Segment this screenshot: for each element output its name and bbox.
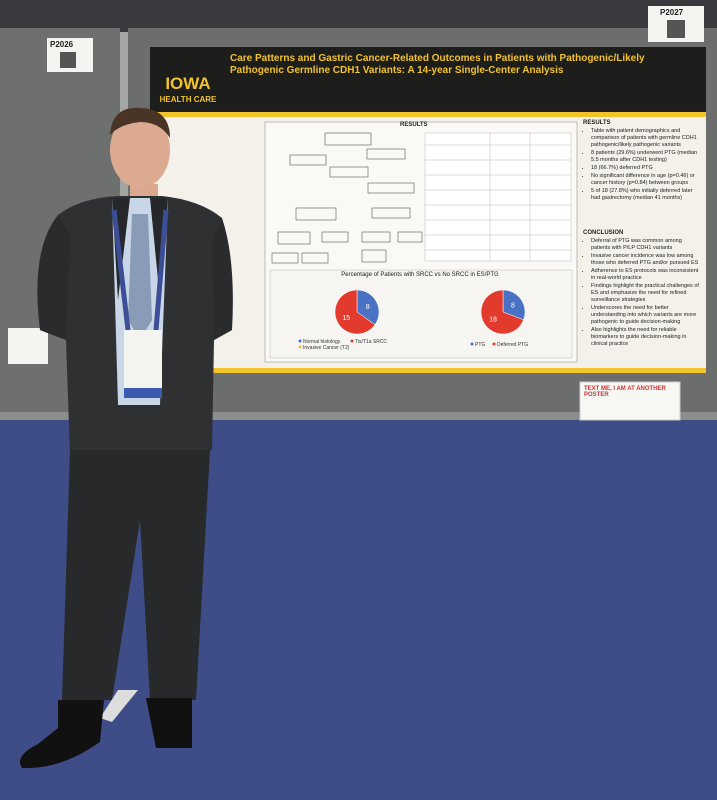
qr-code [60, 52, 76, 68]
slice-label: 8 [366, 304, 370, 311]
bullet: Underscores the need for better understa… [591, 305, 701, 326]
legend-swatch [492, 342, 496, 346]
bullet: Adherence to ES protocols was inconsiste… [591, 268, 701, 282]
conclusion-list: Deferral of PTG was common among patient… [583, 238, 701, 349]
legend-swatch [298, 339, 302, 343]
pie-slice [334, 289, 376, 335]
bullet: Also highlights the need for reliable bi… [591, 327, 701, 348]
data-table [424, 132, 572, 262]
legend-label: PTG [475, 342, 485, 348]
qr-code [667, 20, 685, 38]
legend-label: Deferred PTG [497, 342, 528, 348]
easel [100, 690, 138, 722]
legend-swatch [298, 345, 302, 349]
bullet: 5 of 18 (27.8%) who initially deferred l… [591, 188, 701, 202]
bullet: Table with patient demographics and comp… [591, 128, 701, 149]
pie-slice [356, 289, 380, 326]
chart-title: Percentage of Patients with SRCC vs No S… [341, 272, 499, 278]
poster-title: Care Patterns and Gastric Cancer-Related… [230, 53, 645, 76]
pie-slice [480, 289, 524, 335]
footer-stripe [150, 368, 706, 373]
logo-name: IOWA [165, 74, 211, 93]
flowchart [271, 132, 423, 264]
slice-label: 8 [511, 303, 515, 310]
header-stripe [150, 112, 706, 117]
section-heading: RESULTS [400, 122, 428, 128]
section-heading: CONCLUSION [583, 230, 624, 236]
bullet: No significant difference in age (p=0.46… [591, 173, 701, 187]
logo-subtitle: HEALTH CARE [159, 95, 217, 104]
ceiling [0, 0, 717, 32]
legend-label: Invasive Cancer (T2) [303, 345, 350, 351]
bullet-list: Deferral of PTG was common among patient… [583, 238, 701, 348]
booth-id: P2026 [50, 40, 74, 49]
sign [579, 381, 681, 421]
bullet: 8 patients (29.6%) underwent PTG (median… [591, 150, 701, 164]
legend-label: Tis/T1a SRCC [355, 339, 387, 345]
section-heading: RESULTS [583, 120, 611, 126]
legend-swatch [350, 339, 354, 343]
pie-charts: 8 15 Normal histology Tis/T1a SRCC Invasive … [298, 289, 528, 351]
legend-label: Normal histology [303, 339, 341, 345]
bullet: 18 (66.7%) deferred PTG [591, 165, 701, 172]
slice-label: 18 [489, 316, 497, 323]
results-list: Table with patient demographics and comp… [583, 128, 701, 203]
booth-id: P2027 [660, 8, 684, 17]
bullet: Invasive cancer incidence was low among … [591, 253, 701, 267]
bullet: Deferral of PTG was common among patient… [591, 238, 701, 252]
pie-slice [502, 289, 526, 321]
bullet: Findings highlight the practical challen… [591, 283, 701, 304]
legend-swatch [470, 342, 474, 346]
sign-text: TEXT ME, I AM AT ANOTHER POSTER [584, 386, 666, 398]
person [20, 107, 233, 769]
note-card [8, 328, 48, 364]
board-base [0, 412, 717, 420]
bullet-list: Table with patient demographics and comp… [583, 128, 701, 202]
poster-header [150, 47, 706, 115]
slice-label: 15 [342, 315, 350, 322]
